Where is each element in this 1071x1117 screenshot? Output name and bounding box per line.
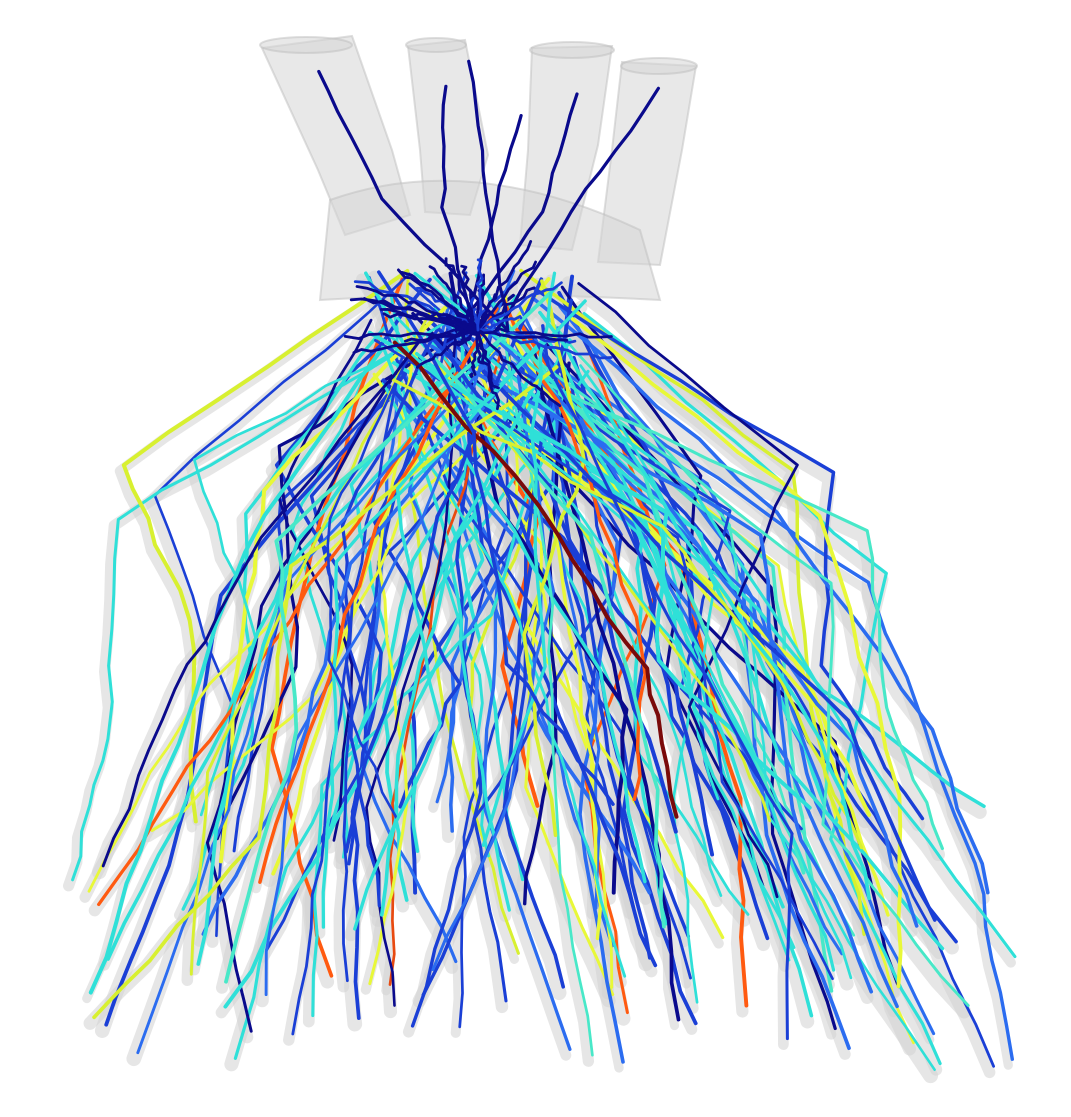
fiber-tract <box>106 334 508 961</box>
fiber-tract-vessel <box>454 92 579 332</box>
vessel-shadow <box>114 271 409 833</box>
fiber-tract <box>277 318 373 842</box>
fiber-tract <box>71 346 406 882</box>
fiber-tract <box>121 269 410 824</box>
fiber-tract <box>582 312 942 1066</box>
fiber-tract <box>136 346 501 1055</box>
fiber-tract-hub <box>363 297 480 332</box>
fiber-tract-hub <box>352 328 480 354</box>
fiber-tract-vessel <box>463 114 523 332</box>
vessel-shadow <box>62 348 406 892</box>
fiber-tract <box>258 306 499 884</box>
fiber-tract <box>88 345 385 995</box>
fiber-tract <box>484 371 937 922</box>
fiber-tract <box>481 271 557 847</box>
fiber-tract <box>513 376 936 1036</box>
fiber-tract <box>291 355 404 1036</box>
fiber-tract-hub <box>476 328 569 342</box>
fiber-tract <box>546 316 856 937</box>
fiber-tract <box>486 355 945 951</box>
fiber-tract <box>388 334 853 980</box>
fiber-tract <box>353 299 587 931</box>
fiber-tract <box>224 285 559 984</box>
fiber-tract <box>150 372 547 832</box>
fiber-tract <box>538 310 871 901</box>
fiber-tract <box>397 359 572 1051</box>
fiber-tract <box>391 378 864 850</box>
fiber-tract-hub <box>476 281 563 332</box>
fiber-tract <box>547 382 944 851</box>
fiber-tract <box>530 356 970 1007</box>
fiber-tract <box>311 377 571 1018</box>
fiber-tract <box>447 361 936 1071</box>
fiber-tract-hub <box>476 327 613 339</box>
fiber-tract <box>326 357 409 820</box>
fiber-tract-hub <box>428 265 480 332</box>
fiber-tract-hub <box>475 258 484 332</box>
fiber-tract <box>457 302 919 928</box>
fiber-tract-vessel <box>494 86 660 332</box>
fiber-tract <box>92 365 559 1020</box>
fiber-tract <box>413 271 1017 959</box>
fiber-tract-hub <box>476 328 562 408</box>
vessel-rim-3 <box>529 41 615 59</box>
fiber-tract <box>392 340 679 819</box>
fiber-tract-hub <box>444 257 480 332</box>
vessel-rim-2 <box>405 37 467 53</box>
fiber-tract <box>536 342 794 1041</box>
fiber-tract <box>564 371 1014 1061</box>
fiber-tract <box>522 279 586 837</box>
fiber-tract <box>427 333 678 834</box>
fiber-tract <box>196 367 455 966</box>
fiber-tract-hub <box>382 312 480 332</box>
fiber-tract <box>384 356 986 808</box>
fiber-tract-hub <box>476 240 533 332</box>
fiber-tract <box>532 286 925 821</box>
fiber-tract-hub <box>476 328 500 411</box>
vessel-rim-4 <box>620 57 698 75</box>
fiber-tract <box>532 352 681 1022</box>
fiber-tract <box>377 270 615 806</box>
fiber-tract <box>381 344 511 912</box>
fiber-tract <box>454 358 658 968</box>
fiber-tract-hub <box>343 328 480 340</box>
fiber-tract <box>494 302 594 1057</box>
fiber-tract <box>474 273 814 1018</box>
fiber-tract-vessel <box>440 84 477 332</box>
fiber-tract <box>101 341 420 868</box>
fiber-tract <box>367 275 692 980</box>
fiber-tract-hub <box>397 268 480 332</box>
fiber-tract <box>373 338 834 981</box>
fiber-tract <box>104 371 408 1027</box>
fiber-tract-hub <box>453 327 480 347</box>
fiber-tract <box>570 317 903 989</box>
fiber-layer <box>71 59 1017 1071</box>
fiber-tract <box>502 360 803 831</box>
fiber-tract-hub <box>470 328 480 376</box>
fiber-tract <box>381 381 627 978</box>
fiber-tract <box>519 268 866 936</box>
fiber-tract <box>532 297 990 895</box>
fiber-tract <box>270 277 405 978</box>
fiber-tract <box>492 317 806 875</box>
fiber-tract <box>541 324 690 938</box>
vessel-rim-1 <box>259 36 353 54</box>
great-vessels <box>259 34 698 302</box>
fiber-tract <box>290 379 365 859</box>
